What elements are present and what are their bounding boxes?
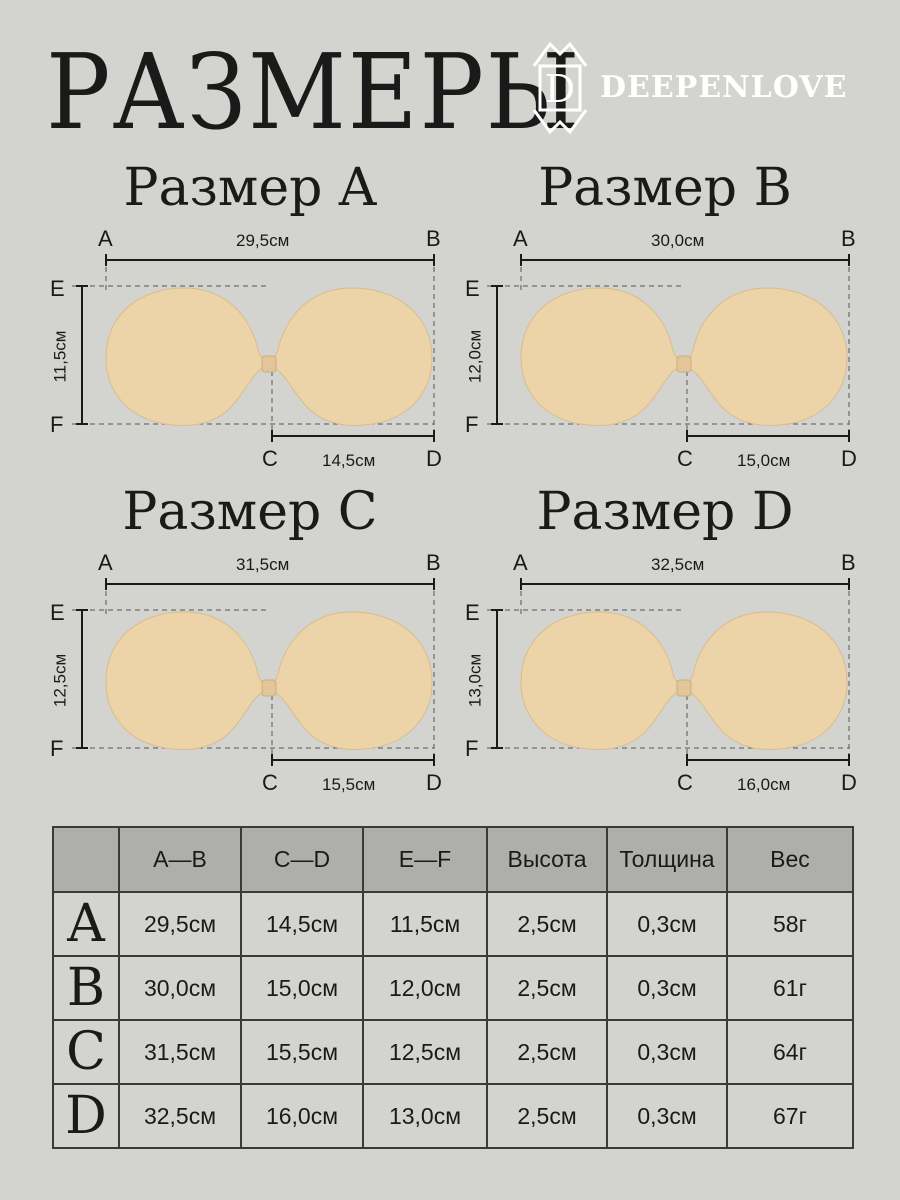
page-title: РАЗМЕРЫ [46,31,582,153]
panel-title: Размер D [536,482,794,542]
center-bridge [676,679,692,697]
cup-diagram [487,578,850,766]
column-header: A—B [118,826,242,893]
measure-cd: 14,5см [322,451,376,470]
table-cell: 2,5см [486,1019,608,1085]
cup-diagram [72,578,435,766]
row-size-label: D [52,1083,120,1149]
table-cell: 64г [726,1019,854,1085]
table-cell: 67г [726,1083,854,1149]
point-c-label: C [677,770,693,795]
measure-ef: 12,0см [465,329,485,384]
table-cell: 2,5см [486,891,608,957]
row-size-label: B [52,955,120,1021]
point-d-label: D [841,446,857,471]
table-cell: 14,5см [240,891,364,957]
measure-ef: 13,0см [465,653,485,708]
table-corner-cell [52,826,120,893]
column-header: E—F [362,826,488,893]
table-row: C 31,5см 15,5см 12,5см 2,5см 0,3см 64г [52,1019,854,1085]
measure-cd: 15,0см [737,451,791,470]
table-cell: 61г [726,955,854,1021]
measure-cd: 15,5см [322,775,376,794]
point-c-label: C [677,446,693,471]
size-panel-b: Размер B A B E F C D 30,0см 15,0см 12,0с… [455,162,875,482]
point-f-label: F [50,412,64,437]
point-e-label: E [465,276,480,301]
panel-title: Размер A [123,158,377,218]
measure-ef: 12,5см [50,653,70,708]
point-e-label: E [50,600,65,625]
table-cell: 11,5см [362,891,488,957]
point-f-label: F [465,412,479,437]
size-panel-a: Размер A A B E F C D 29,5см 14,5см 11,5с… [40,162,460,482]
logo-letter: D [545,67,575,111]
point-f-label: F [465,736,479,761]
table-cell: 12,5см [362,1019,488,1085]
point-a-label: A [98,550,113,575]
point-a-label: A [513,226,528,251]
table-cell: 32,5см [118,1083,242,1149]
table-cell: 2,5см [486,955,608,1021]
measure-cd: 16,0см [737,775,791,794]
cup-diagram [487,254,850,442]
point-d-label: D [426,770,442,795]
center-bridge [261,355,277,373]
point-b-label: B [841,550,856,575]
panel-title: Размер C [122,482,378,542]
measure-ab: 32,5см [651,555,705,574]
column-header: Вес [726,826,854,893]
panel-title: Размер B [538,158,792,218]
point-a-label: A [513,550,528,575]
point-f-label: F [50,736,64,761]
table-cell: 12,0см [362,955,488,1021]
table-cell: 0,3см [606,955,728,1021]
table-row: D 32,5см 16,0см 13,0см 2,5см 0,3см 67г [52,1083,854,1149]
point-b-label: B [426,226,441,251]
point-e-label: E [50,276,65,301]
logo-emblem-icon: D [532,41,588,135]
point-d-label: D [426,446,442,471]
center-bridge [676,355,692,373]
measure-ab: 29,5см [236,231,290,250]
table-cell: 13,0см [362,1083,488,1149]
size-panel-c: Размер C A B E F C D 31,5см 15,5см 12,5с… [40,486,460,806]
table-cell: 31,5см [118,1019,242,1085]
table-cell: 29,5см [118,891,242,957]
row-size-label: C [52,1019,120,1085]
row-size-label: A [52,891,120,957]
table-cell: 15,5см [240,1019,364,1085]
measure-ef: 11,5см [50,330,70,383]
point-b-label: B [426,550,441,575]
cup-diagram [72,254,435,442]
point-a-label: A [98,226,113,251]
measure-ab: 31,5см [236,555,290,574]
measure-ab: 30,0см [651,231,705,250]
table-row: A 29,5см 14,5см 11,5см 2,5см 0,3см 58г [52,891,854,957]
table-header-row: A—B C—D E—F Высота Толщина Вес [52,826,854,893]
center-bridge [261,679,277,697]
point-d-label: D [841,770,857,795]
point-c-label: C [262,446,278,471]
table-cell: 30,0см [118,955,242,1021]
column-header: Высота [486,826,608,893]
table-cell: 15,0см [240,955,364,1021]
table-cell: 16,0см [240,1083,364,1149]
table-cell: 0,3см [606,1083,728,1149]
column-header: Толщина [606,826,728,893]
table-row: B 30,0см 15,0см 12,0см 2,5см 0,3см 61г [52,955,854,1021]
point-e-label: E [465,600,480,625]
brand-name: DEEPENLOVE [600,70,848,105]
point-b-label: B [841,226,856,251]
table-cell: 58г [726,891,854,957]
column-header: C—D [240,826,364,893]
brand-logo: D [526,38,866,138]
point-c-label: C [262,770,278,795]
table-cell: 0,3см [606,891,728,957]
table-cell: 0,3см [606,1019,728,1085]
size-panel-d: Размер D A B E F C D 32,5см 16,0см 13,0с… [455,486,875,806]
table-cell: 2,5см [486,1083,608,1149]
size-table: A—B C—D E—F Высота Толщина Вес A 29,5см … [52,826,854,1149]
